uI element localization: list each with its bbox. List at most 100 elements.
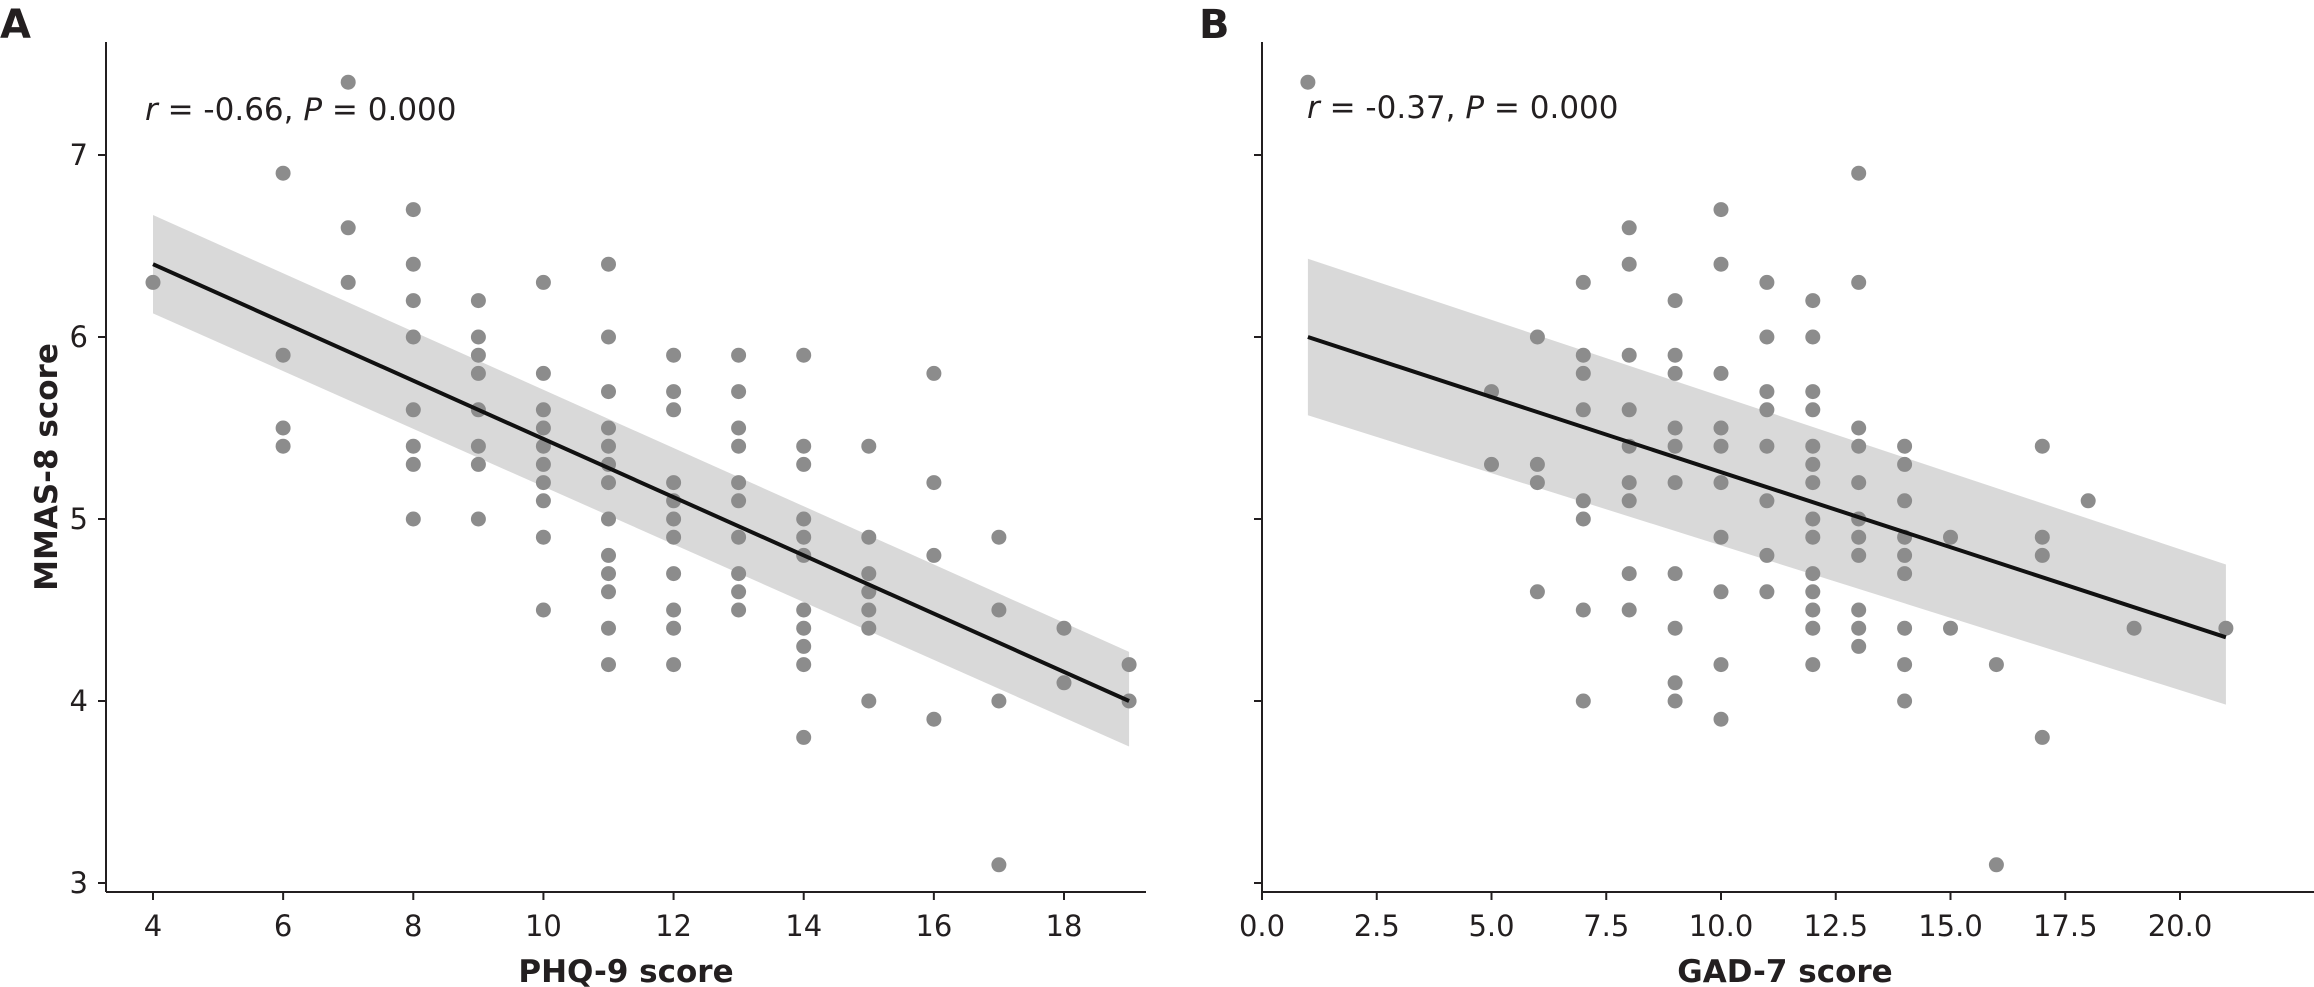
panel-a-data-point	[601, 420, 616, 436]
panel-a-data-point	[796, 529, 812, 545]
panel-b-data-point	[1805, 566, 1821, 582]
panel-a-data-point	[666, 384, 682, 400]
panel-a-data-point	[535, 602, 551, 618]
panel-a-data-point	[666, 475, 682, 491]
panel-a-data-point	[405, 456, 421, 472]
panel-b-data-point	[1943, 620, 1958, 636]
panel-b-data-point	[1621, 602, 1637, 618]
panel-b-data-point	[1667, 420, 1683, 436]
panel-b-data-point	[1851, 438, 1867, 454]
panel-b-data-point	[1851, 602, 1867, 618]
panel-b-data-point	[1897, 438, 1913, 454]
panel-a-data-point	[601, 475, 616, 491]
panel-b-data-point	[1529, 584, 1545, 600]
panel-b-data-point	[1713, 420, 1729, 436]
panel-b-regression-line	[1307, 335, 2227, 640]
panel-b-data-point	[1300, 74, 1316, 90]
panel-b-data-point	[1897, 493, 1913, 509]
panel-a-data-point	[1121, 657, 1137, 673]
panel-a-data-point	[1056, 675, 1072, 691]
panel-a-x-ticks: 4 6 8 10 12 14 16 18	[144, 892, 1082, 943]
panel-a-r-value: = -0.66,	[158, 92, 304, 128]
panel-a-data-point	[666, 529, 682, 545]
panel-b-data-point	[1805, 456, 1821, 472]
panel-b-x-tick-label: 2.5	[1354, 909, 1400, 943]
panel-a-p-symbol: P	[303, 92, 322, 128]
panel-a-data-point	[275, 438, 291, 454]
panel-b-r-value: = -0.37,	[1320, 90, 1466, 126]
panel-a-correlation-annotation: r = -0.66, P = 0.000	[145, 92, 457, 128]
panel-b-data-point	[1805, 620, 1821, 636]
panel-b-data-point	[1621, 475, 1637, 491]
panel-b-data-point	[1759, 384, 1775, 400]
panel-b-data-point	[1575, 693, 1591, 709]
panel-b-y-ticks	[1254, 154, 1262, 884]
panel-a: A 4 6 8 10 12 14 16 18 3 4 5 6 7 r = -0.66, P = 0.0…	[0, 2, 1146, 987]
panel-a-data-point	[731, 529, 747, 545]
panel-b-x-ticks: 0.0 2.5 5.0 7.5 10.0 12.5 15.0 17.5 20.0	[1239, 892, 2212, 943]
panel-a-data-point	[470, 365, 486, 381]
panel-b-data-point	[1575, 602, 1591, 618]
panel-b-data-point	[1759, 584, 1775, 600]
panel-b-data-point	[1759, 438, 1775, 454]
panel-b-data-point	[1897, 657, 1913, 673]
panel-a-x-tick-label: 6	[274, 909, 292, 943]
panel-b-data-point	[1667, 675, 1683, 691]
panel-a-y-axis-title: MMAS-8 score	[29, 343, 65, 591]
panel-b-letter: B	[1199, 2, 1230, 48]
panel-b-data-point	[1529, 329, 1545, 345]
panel-b-data-point	[1988, 657, 2004, 673]
panel-a-data-point	[1056, 620, 1072, 636]
panel-b-x-tick-label: 20.0	[2148, 909, 2213, 943]
panel-a-data-point	[666, 657, 682, 673]
panel-a-x-axis-title: PHQ-9 score	[518, 954, 733, 987]
panel-b-confidence-band	[1307, 258, 2226, 705]
panel-b-data-point	[1667, 475, 1683, 491]
panel-b-data-point	[1988, 857, 2004, 873]
panel-b-data-point	[1621, 566, 1637, 582]
panel-a-y-ticks: 3 4 5 6 7	[70, 138, 106, 900]
panel-a-data-point	[470, 347, 486, 363]
panel-b-data-point	[1575, 402, 1591, 418]
panel-b-data-point	[1805, 293, 1821, 309]
panel-b-data-point	[1897, 620, 1913, 636]
panel-a-data-point	[535, 529, 551, 545]
panel-b-data-point	[2034, 529, 2050, 545]
panel-a-data-point	[535, 493, 551, 509]
panel-a-data-point	[601, 584, 616, 600]
panel-b-data-point	[1805, 438, 1821, 454]
panel-b-data-point	[1897, 456, 1913, 472]
panel-b-data-point	[1621, 256, 1637, 272]
panel-a-y-tick-label: 4	[70, 684, 88, 718]
panel-a-data-point	[470, 329, 486, 345]
panel-a-data-point	[340, 74, 356, 90]
panel-a-data-point	[601, 329, 616, 345]
panel-a-data-point	[601, 620, 616, 636]
panel-b-data-point	[1805, 475, 1821, 491]
panel-a-data-point	[666, 347, 682, 363]
panel-b-x-tick-label: 17.5	[2033, 909, 2098, 943]
panel-b-data-point	[1759, 274, 1775, 290]
panel-a-data-point	[470, 293, 486, 309]
panel-a-data-point	[796, 638, 812, 654]
panel-b-data-point	[1713, 657, 1729, 673]
panel-b-data-point	[1759, 329, 1775, 345]
panel-b-data-point	[1759, 493, 1775, 509]
panel-a-data-point	[275, 165, 291, 181]
panel-b-data-point	[1805, 602, 1821, 618]
panel-a-data-point	[666, 402, 682, 418]
panel-a-data-point	[796, 438, 812, 454]
panel-b-data-point	[1805, 657, 1821, 673]
panel-a-data-point	[666, 602, 682, 618]
panel-b-data-point	[1529, 456, 1545, 472]
panel-a-data-point	[405, 256, 421, 272]
panel-b-data-point	[1667, 620, 1683, 636]
panel-a-data-point	[731, 584, 747, 600]
panel-a-data-point	[275, 347, 291, 363]
panel-b-data-point	[1713, 365, 1729, 381]
panel-b-data-point	[1575, 493, 1591, 509]
panel-b-data-point	[1805, 329, 1821, 345]
panel-a-data-point	[340, 274, 356, 290]
panel-a-data-point	[535, 420, 551, 436]
panel-a-data-point	[731, 493, 747, 509]
